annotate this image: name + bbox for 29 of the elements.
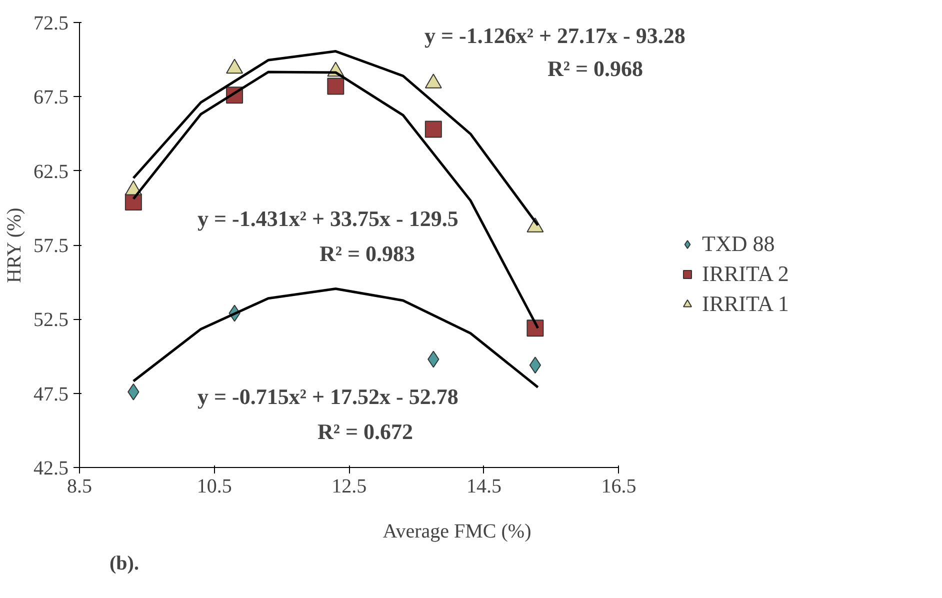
y-tick-label: 62.5 bbox=[34, 160, 68, 183]
y-tick-label: 52.5 bbox=[34, 309, 68, 332]
point bbox=[526, 320, 544, 337]
text: (b). bbox=[110, 552, 139, 574]
point bbox=[226, 58, 244, 74]
annotation: R² = 0.672 bbox=[318, 419, 414, 444]
y-tick-label: 47.5 bbox=[34, 383, 68, 406]
y-tick-label: 72.5 bbox=[34, 12, 68, 34]
legend-label: TXD 88 bbox=[702, 231, 775, 257]
y-tick-label: 67.5 bbox=[34, 86, 68, 109]
x-tick-label: 8.5 bbox=[67, 476, 92, 498]
x-tick-label: 10.5 bbox=[196, 476, 232, 498]
x-tick-label: 16.5 bbox=[601, 476, 636, 498]
x-tick-label: 12.5 bbox=[332, 476, 367, 498]
y-axis-title: HRY (%) bbox=[4, 208, 26, 284]
legend-label: IRRITA 2 bbox=[702, 261, 789, 287]
annotation: R² = 0.968 bbox=[548, 56, 644, 81]
x-axis-title: Average FMC (%) bbox=[382, 520, 532, 542]
y-tick-label: 42.5 bbox=[34, 458, 68, 480]
x-tick-label: 14.5 bbox=[466, 476, 502, 498]
y-tick-label: 57.5 bbox=[34, 235, 68, 257]
annotation: R² = 0.983 bbox=[320, 241, 416, 266]
point bbox=[424, 74, 442, 88]
annotation: y = -1.431x² + 33.75x - 129.5 bbox=[198, 206, 458, 231]
annotation: y = -0.715x² + 17.52x - 52.78 bbox=[198, 384, 458, 409]
line-series bbox=[132, 288, 540, 388]
legend-label: IRRITA 1 bbox=[702, 291, 789, 317]
annotation: y = -1.126x² + 27.17x - 93.28 bbox=[424, 23, 686, 48]
point bbox=[529, 356, 542, 374]
